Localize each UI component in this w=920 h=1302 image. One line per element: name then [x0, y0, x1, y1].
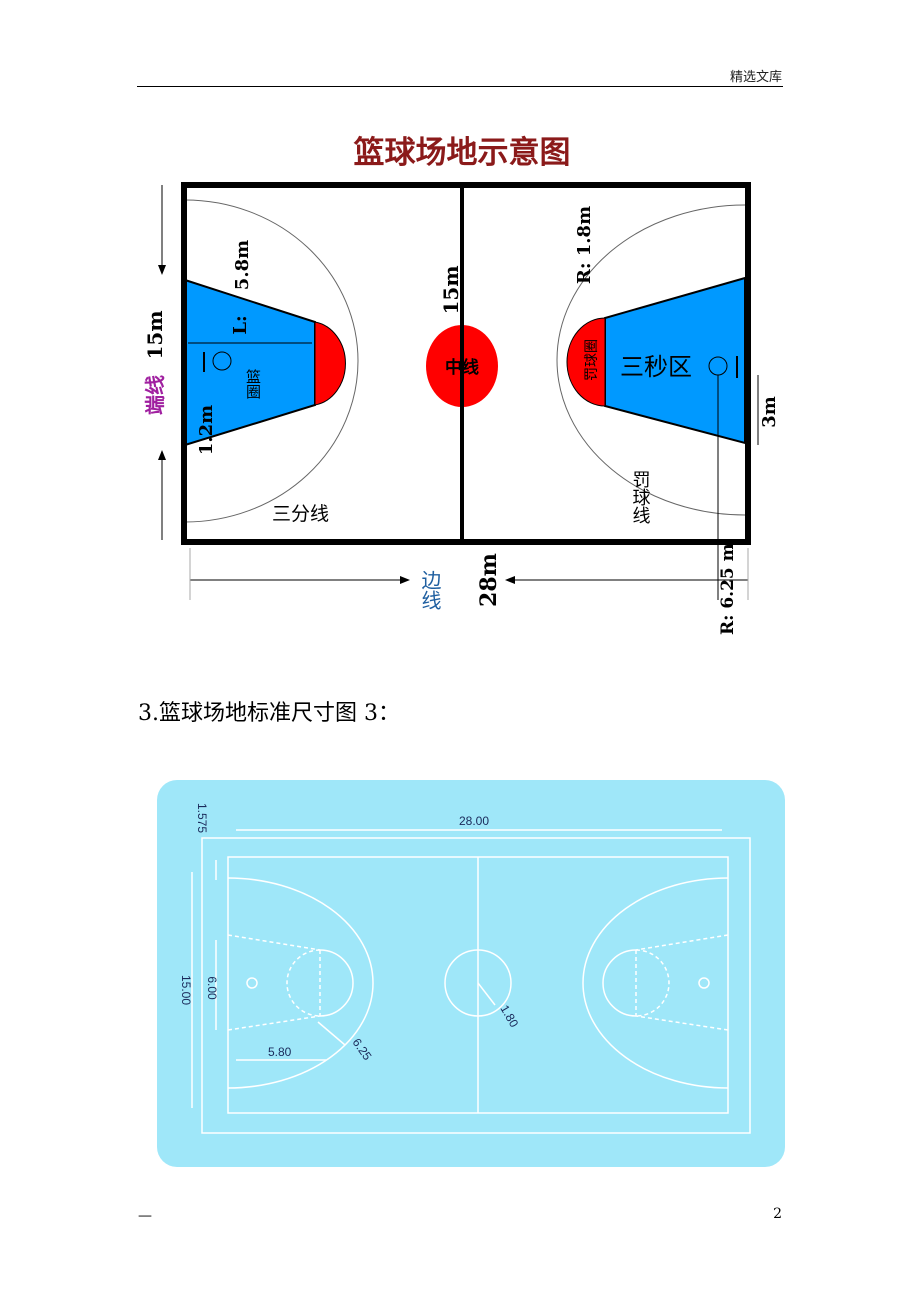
end-line-label: 端线: [143, 375, 167, 415]
left-three-point-arc: [184, 199, 359, 523]
left-basket-icon: [246, 977, 258, 989]
court-width-label: 28.00: [459, 814, 489, 828]
end-line-length: 15m: [143, 311, 167, 360]
free-throw-distance-label: 5.80: [268, 1045, 292, 1059]
basket-offset-label: 1.2m: [196, 405, 217, 455]
figure-caption: 3.篮球场地标准尺寸图 3：: [138, 701, 400, 726]
side-line-label: 边线: [418, 570, 442, 610]
right-three-point-arc: [556, 204, 746, 516]
left-basket-icon: [212, 351, 232, 371]
figure1-title: 篮球场地示意图: [354, 135, 571, 171]
key-width-label: 6.00: [205, 976, 219, 1000]
side-line-length: 28m: [476, 553, 502, 607]
l-label: L:: [230, 315, 251, 334]
page-number: 2: [773, 1206, 782, 1222]
three-point-radius-label: R: 6.25 m: [718, 543, 738, 635]
left-free-throw-circle: [314, 321, 346, 406]
court-background: [157, 780, 785, 1167]
outer-boundary: [201, 837, 751, 1134]
right-three-point-arc: [582, 877, 729, 1089]
free-throw-line-label: 罚球线: [630, 470, 651, 524]
three-second-label: 三秒区: [620, 353, 692, 381]
key-width-label: 3m: [759, 396, 780, 428]
right-basket-icon: [698, 977, 710, 989]
court-height-label: 15.00: [179, 975, 193, 1005]
header-text: 精选文库: [729, 70, 782, 85]
center-circle: [444, 949, 512, 1017]
three-point-label: 三分线: [272, 503, 329, 525]
center-line-length: 15m: [439, 266, 463, 315]
center-circle-label: 中线: [445, 357, 479, 378]
footer-dash: —: [138, 1208, 152, 1224]
free-throw-radius-label: R: 1.8m: [574, 206, 595, 284]
right-free-throw-circle: [566, 317, 606, 407]
right-free-throw-circle: [602, 949, 637, 1017]
free-throw-circle-label: 罚球圈: [584, 339, 600, 381]
header-divider: [137, 86, 783, 87]
key-length-label: 5.8m: [232, 240, 253, 290]
left-free-throw-circle: [319, 949, 354, 1017]
left-three-point-arc: [227, 877, 374, 1089]
court-boundary: [181, 182, 751, 545]
margin-label: 1.575: [195, 803, 209, 833]
